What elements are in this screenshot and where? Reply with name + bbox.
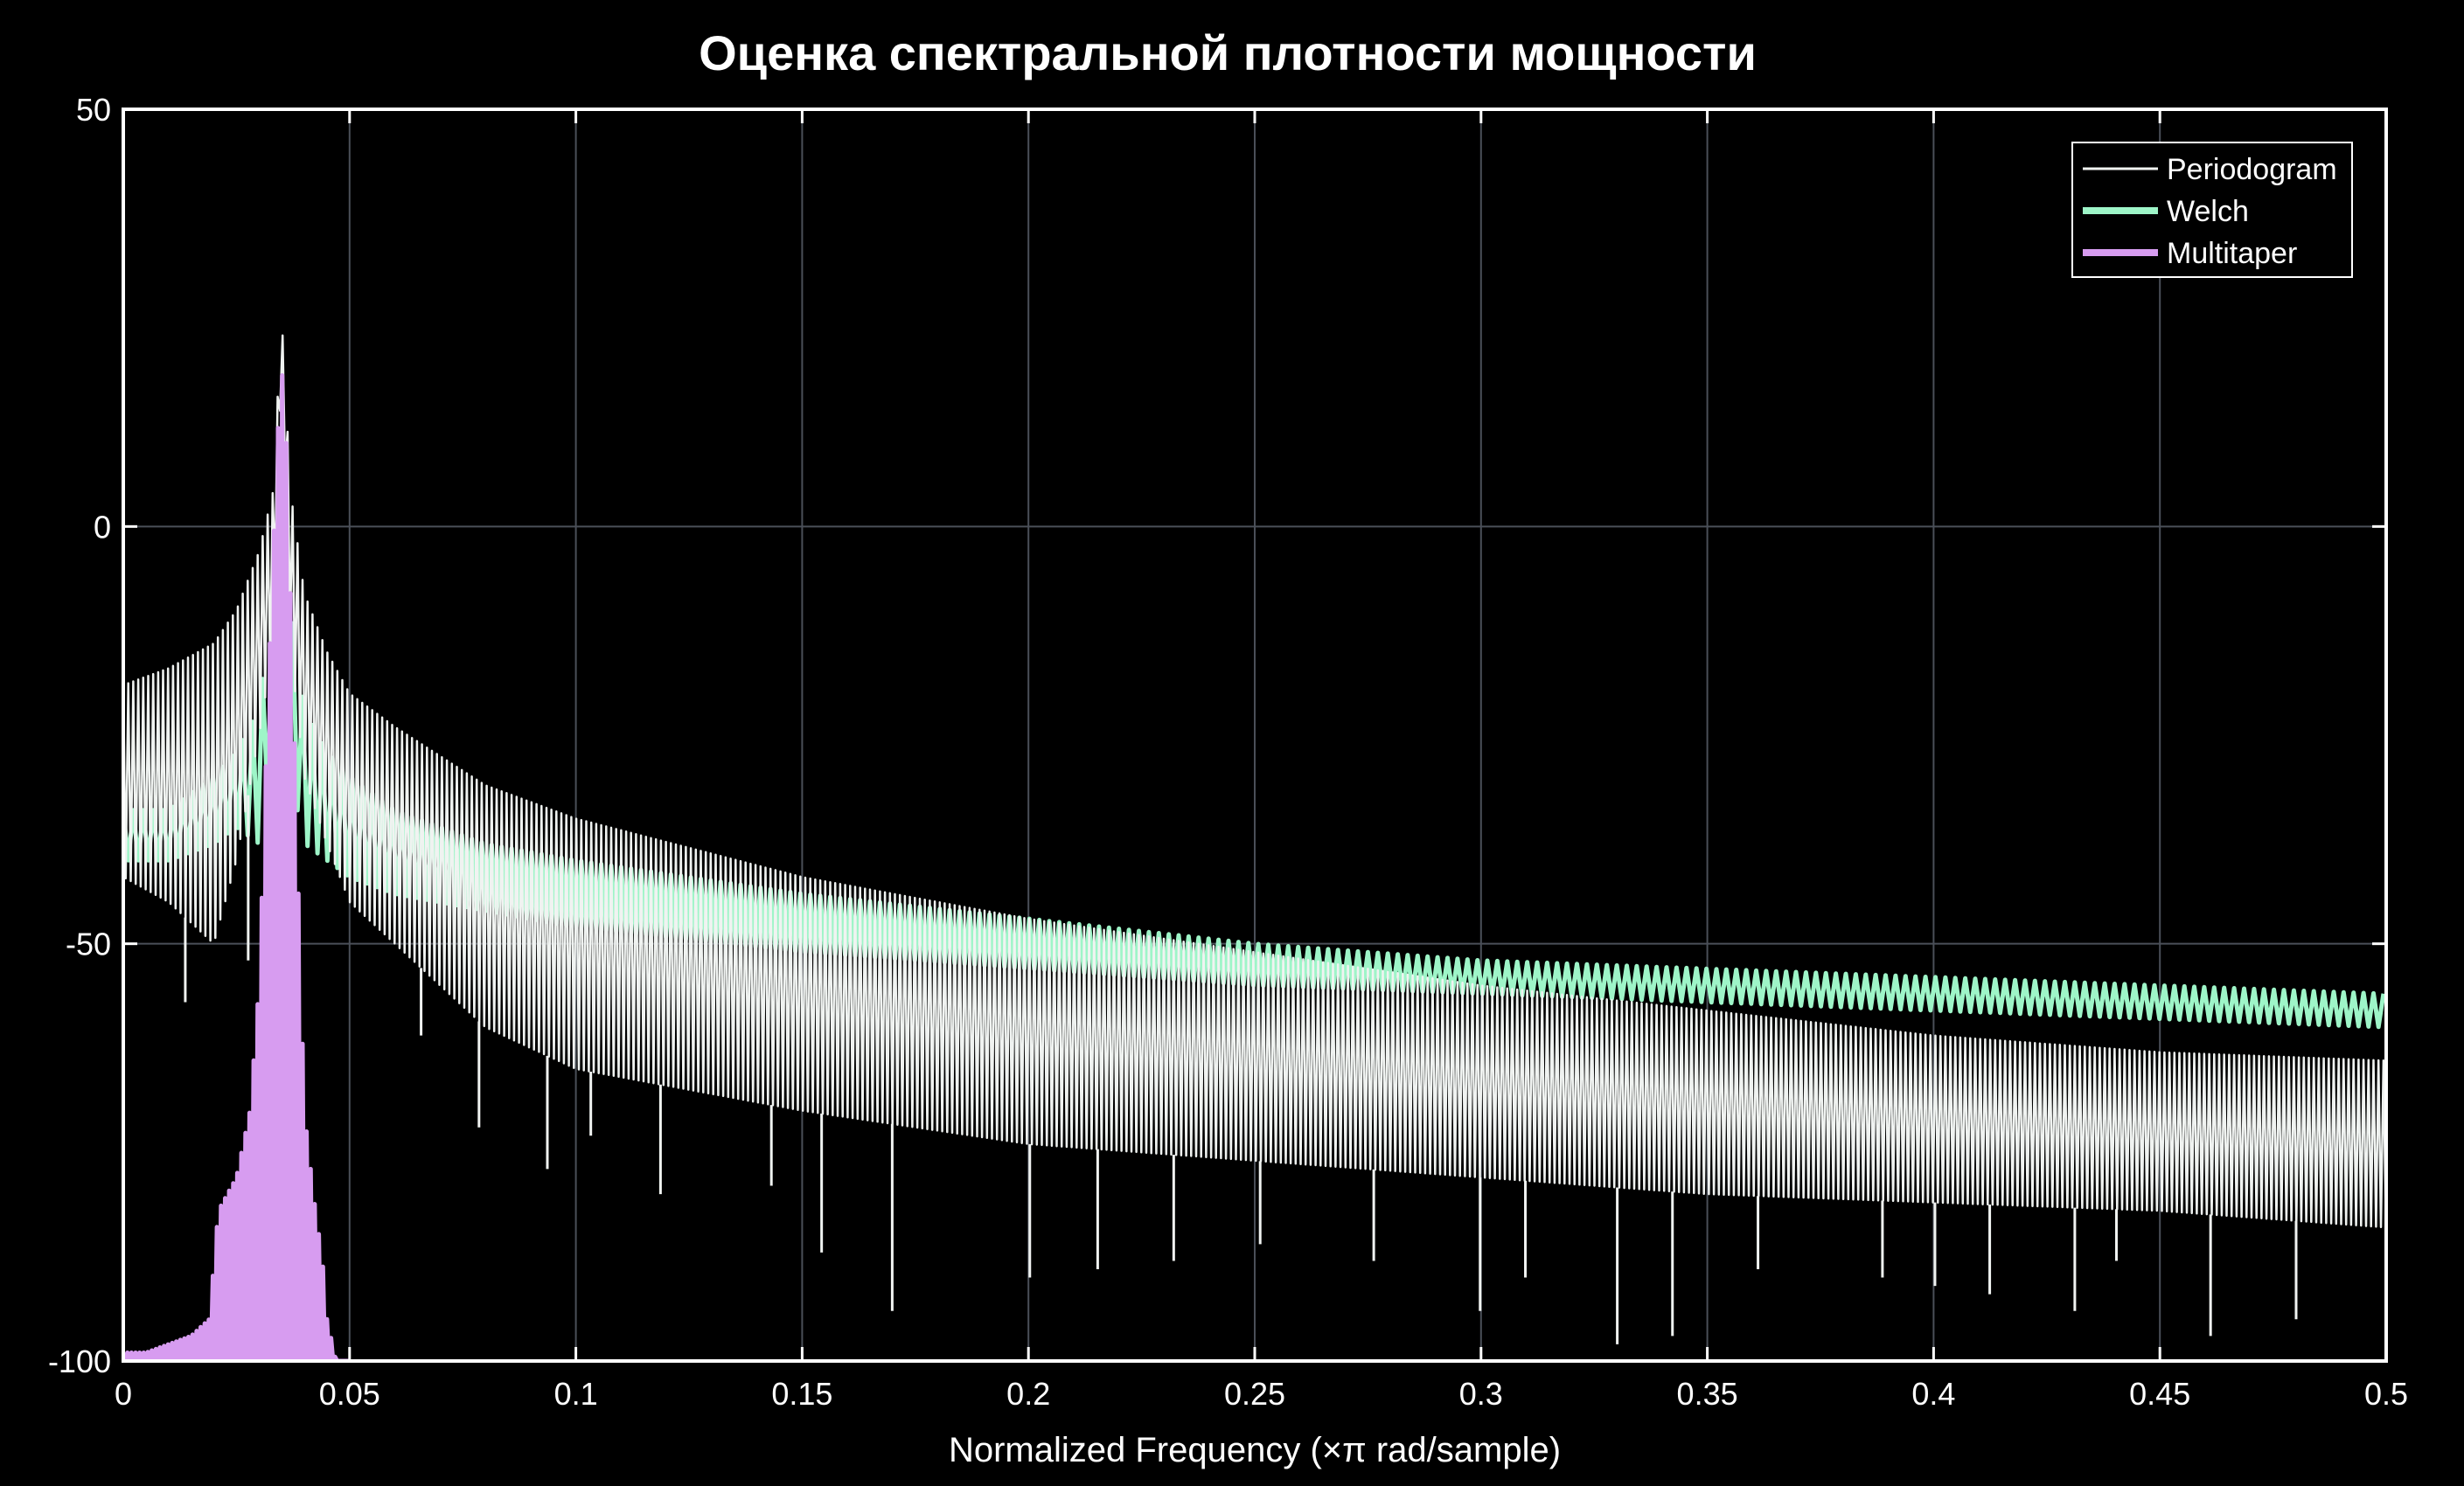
legend-label-multitaper: Multitaper	[2167, 237, 2297, 270]
series-line-periodogram	[123, 334, 2386, 1229]
x-tick-label: 0.3	[1459, 1376, 1503, 1412]
series-line-multitaper	[123, 373, 350, 1361]
y-tick-label: 50	[76, 92, 111, 128]
y-tick-label: 0	[94, 509, 111, 545]
x-tick-label: 0.5	[2364, 1376, 2408, 1412]
x-tick-label: 0	[115, 1376, 132, 1412]
series-layer	[123, 334, 2386, 1361]
x-tick-label: 0.05	[319, 1376, 380, 1412]
x-tick-label: 0.35	[1677, 1376, 1738, 1412]
y-tick-label: -50	[66, 927, 111, 962]
legend-label-welch: Welch	[2167, 195, 2249, 228]
x-tick-label: 0.25	[1224, 1376, 1285, 1412]
axis-ticks: 0 0.05 0.1 0.15 0.2 0.25 0.3 0.35 0.4 0.45 0.5500-…	[48, 92, 2408, 1412]
x-tick-label: 0.2	[1006, 1376, 1050, 1412]
legend-label-periodogram: Periodogram	[2167, 153, 2337, 186]
legend: Periodogram Welch Multitaper	[2071, 142, 2353, 278]
chart-title: Оценка спектральной плотности мощности	[699, 25, 1757, 80]
y-tick-label: -100	[48, 1344, 111, 1379]
x-axis-label: Normalized Frequency (×π rad/sample)	[949, 1431, 1561, 1469]
x-tick-label: 0.4	[1911, 1376, 1955, 1412]
x-tick-label: 0.1	[554, 1376, 598, 1412]
x-tick-label: 0.15	[771, 1376, 832, 1412]
grid-lines	[123, 109, 2386, 1361]
x-tick-label: 0.45	[2129, 1376, 2190, 1412]
